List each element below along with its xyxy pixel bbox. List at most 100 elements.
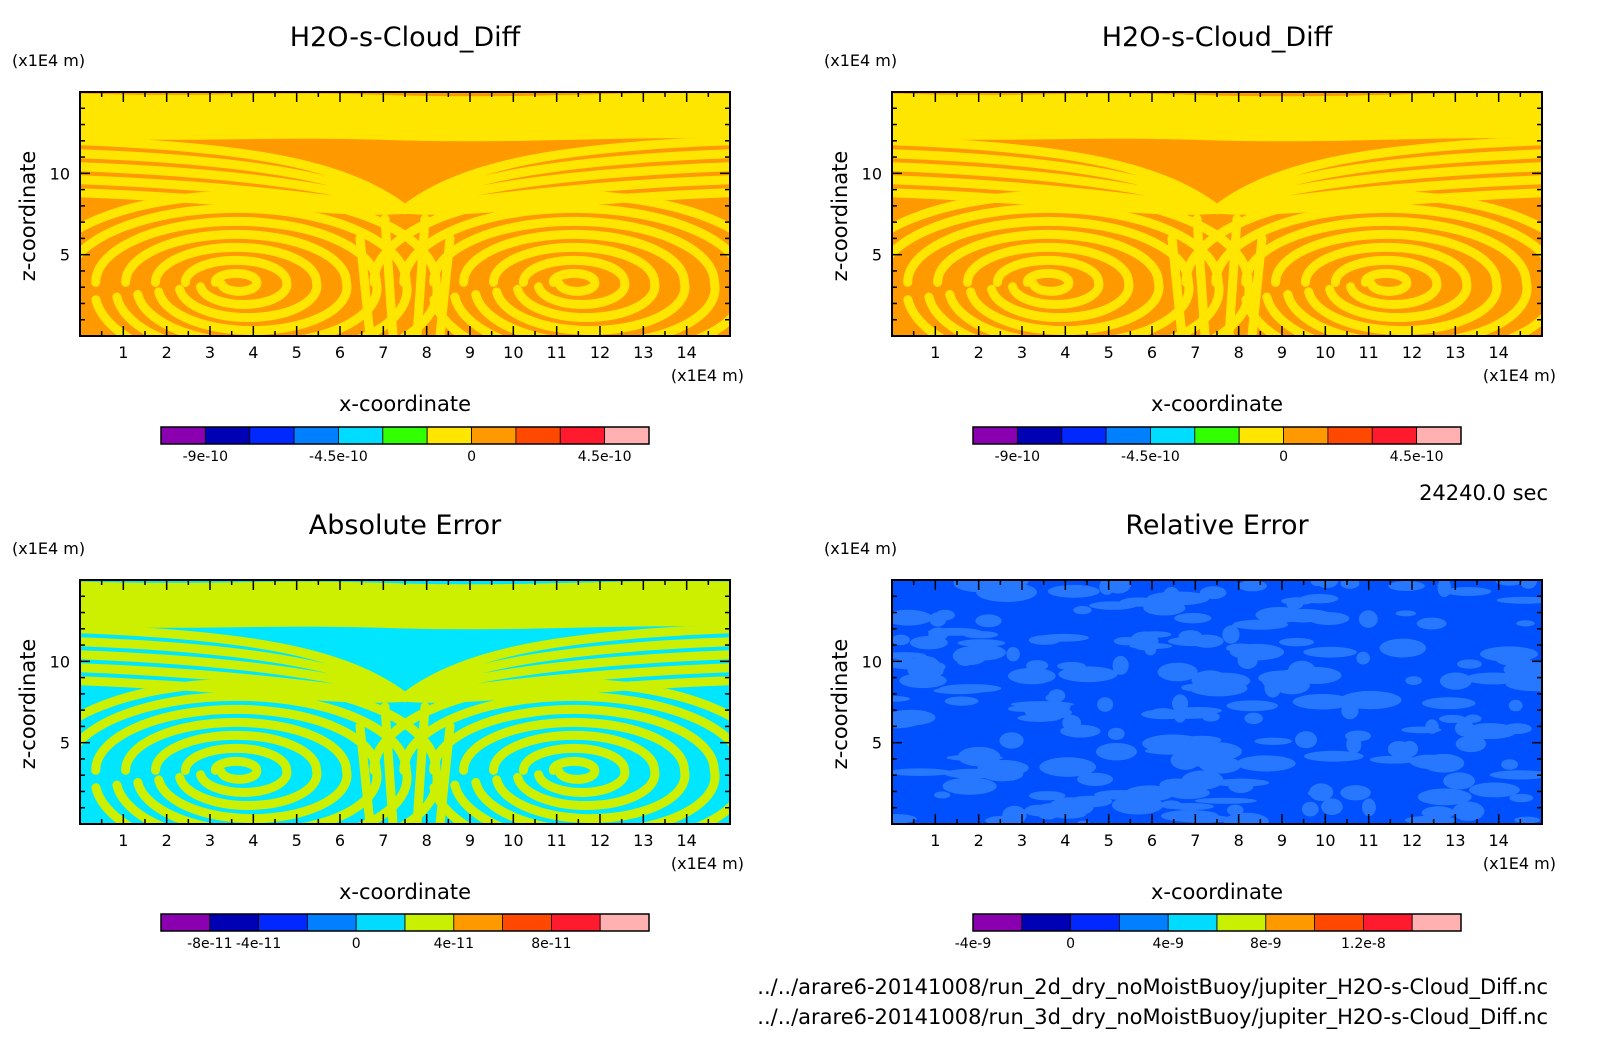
- colorbar-swatch: [1216, 913, 1267, 932]
- y-unit-label: (x1E4 m): [12, 51, 85, 70]
- colorbar-swatch: [1363, 913, 1413, 932]
- y-unit-label: (x1E4 m): [824, 539, 897, 558]
- colorbar-swatch: [293, 426, 339, 445]
- colorbar-swatch: [1238, 426, 1284, 445]
- x-tick-label: 14: [1488, 343, 1508, 362]
- colorbar-swatch: [1265, 913, 1316, 932]
- x-tick-label: 5: [292, 343, 302, 362]
- source-file-path: ../../arare6-20141008/run_3d_dry_noMoist…: [757, 1005, 1548, 1030]
- y-axis-label: z-coordinate: [828, 151, 852, 282]
- colorbar-label: 1.2e-8: [1341, 936, 1386, 952]
- x-tick-label: 10: [503, 343, 523, 362]
- x-tick-label: 1: [118, 831, 128, 850]
- x-tick-label: 8: [1234, 343, 1244, 362]
- x-tick-label: 3: [205, 831, 215, 850]
- colorbar-label: 4e-11: [434, 936, 474, 952]
- x-tick-label: 9: [465, 343, 475, 362]
- x-tick-label: 4: [248, 343, 258, 362]
- y-axis-label: z-coordinate: [16, 639, 40, 770]
- chart-panel: H2O-s-Cloud_Diff(x1E4 m)1 2 3 4 5 6 7 8 9 10 11 12 1…: [12, 22, 744, 465]
- colorbar: -8e-11 -4e-11 0 4e-11 8e-11: [160, 913, 650, 952]
- colorbar-swatch: [1119, 913, 1169, 932]
- colorbar-swatch: [453, 913, 503, 932]
- x-tick-label: 4: [248, 831, 258, 850]
- x-tick-label: 10: [1315, 343, 1335, 362]
- x-tick-label: 8: [422, 343, 432, 362]
- colorbar-swatch: [1314, 913, 1364, 932]
- colorbar-swatch: [515, 426, 561, 445]
- x-tick-label: 7: [1190, 343, 1200, 362]
- x-axis-label: x-coordinate: [339, 392, 471, 416]
- x-tick-label: 3: [1017, 343, 1027, 362]
- colorbar-swatch: [338, 426, 384, 445]
- x-tick-label: 9: [465, 831, 475, 850]
- colorbar-label: 8e-9: [1250, 936, 1281, 952]
- y-tick-label: 10: [50, 652, 70, 671]
- x-tick-label: 6: [335, 343, 345, 362]
- x-tick-label: 9: [1277, 831, 1287, 850]
- y-tick-label: 10: [862, 652, 882, 671]
- colorbar-swatch: [1194, 426, 1240, 445]
- x-unit-label: (x1E4 m): [1483, 854, 1556, 873]
- x-tick-label: 11: [546, 343, 566, 362]
- x-tick-label: 14: [676, 343, 696, 362]
- colorbar-label: 4.5e-10: [578, 449, 632, 465]
- colorbar-swatch: [160, 426, 206, 445]
- x-tick-label: 5: [1104, 831, 1114, 850]
- x-tick-label: 13: [1445, 831, 1465, 850]
- y-tick-label: 10: [862, 164, 882, 183]
- colorbar-swatch: [471, 426, 517, 445]
- colorbar-swatch: [972, 426, 1018, 445]
- y-tick-label: 5: [872, 246, 882, 265]
- colorbar-label: 4.5e-10: [1390, 449, 1444, 465]
- x-tick-label: 13: [1445, 343, 1465, 362]
- x-tick-label: 13: [633, 831, 653, 850]
- colorbar: -9e-10 -4.5e-10 0 4.5e-10: [160, 426, 650, 465]
- x-tick-label: 7: [1190, 831, 1200, 850]
- x-unit-label: (x1E4 m): [1483, 366, 1556, 385]
- colorbar-label: -4e-11: [236, 936, 281, 952]
- colorbar-swatch: [209, 913, 260, 932]
- colorbar-swatch: [1016, 426, 1063, 445]
- colorbar-label: -4.5e-10: [309, 449, 368, 465]
- colorbar-label: 0: [1066, 936, 1075, 952]
- x-tick-label: 14: [1488, 831, 1508, 850]
- y-unit-label: (x1E4 m): [824, 51, 897, 70]
- colorbar-swatch: [1416, 426, 1462, 445]
- y-axis-label: z-coordinate: [828, 639, 852, 770]
- heatmap-field: [892, 580, 1542, 824]
- y-axis-label: z-coordinate: [16, 151, 40, 282]
- colorbar-swatch: [160, 913, 211, 932]
- colorbar-swatch: [502, 913, 552, 932]
- chart-panel: Absolute Error(x1E4 m)1 2 3 4 5 6 7 8 9 10 11 12 13 1…: [12, 510, 744, 952]
- x-unit-label: (x1E4 m): [671, 854, 744, 873]
- x-tick-label: 8: [1234, 831, 1244, 850]
- x-tick-label: 6: [1147, 831, 1157, 850]
- x-tick-label: 1: [118, 343, 128, 362]
- colorbar-swatch: [204, 426, 251, 445]
- colorbar-swatch: [551, 913, 601, 932]
- x-axis-label: x-coordinate: [339, 880, 471, 904]
- x-tick-label: 11: [1358, 343, 1378, 362]
- chart-title: Absolute Error: [309, 510, 502, 541]
- x-tick-label: 6: [1147, 343, 1157, 362]
- x-tick-label: 12: [1402, 343, 1422, 362]
- chart-title: Relative Error: [1125, 510, 1309, 541]
- colorbar-label: 0: [467, 449, 476, 465]
- x-unit-label: (x1E4 m): [671, 366, 744, 385]
- chart-panel: Relative Error(x1E4 m)1 2 3 4 5 6 7 8 9 10 11 12 13 1…: [824, 510, 1556, 952]
- source-file-path: ../../arare6-20141008/run_2d_dry_noMoist…: [757, 975, 1548, 1000]
- colorbar-swatch: [404, 913, 455, 932]
- heatmap-field: [80, 92, 730, 336]
- colorbar-swatch: [604, 426, 650, 445]
- colorbar-label: 8e-11: [531, 936, 571, 952]
- x-tick-label: 1: [930, 343, 940, 362]
- chart-title: H2O-s-Cloud_Diff: [1102, 22, 1334, 53]
- colorbar-label: 0: [352, 936, 361, 952]
- x-tick-label: 11: [546, 831, 566, 850]
- colorbar-label: -9e-10: [183, 449, 228, 465]
- colorbar-swatch: [599, 913, 650, 932]
- heatmap-field: [892, 92, 1542, 336]
- colorbar-swatch: [559, 426, 606, 445]
